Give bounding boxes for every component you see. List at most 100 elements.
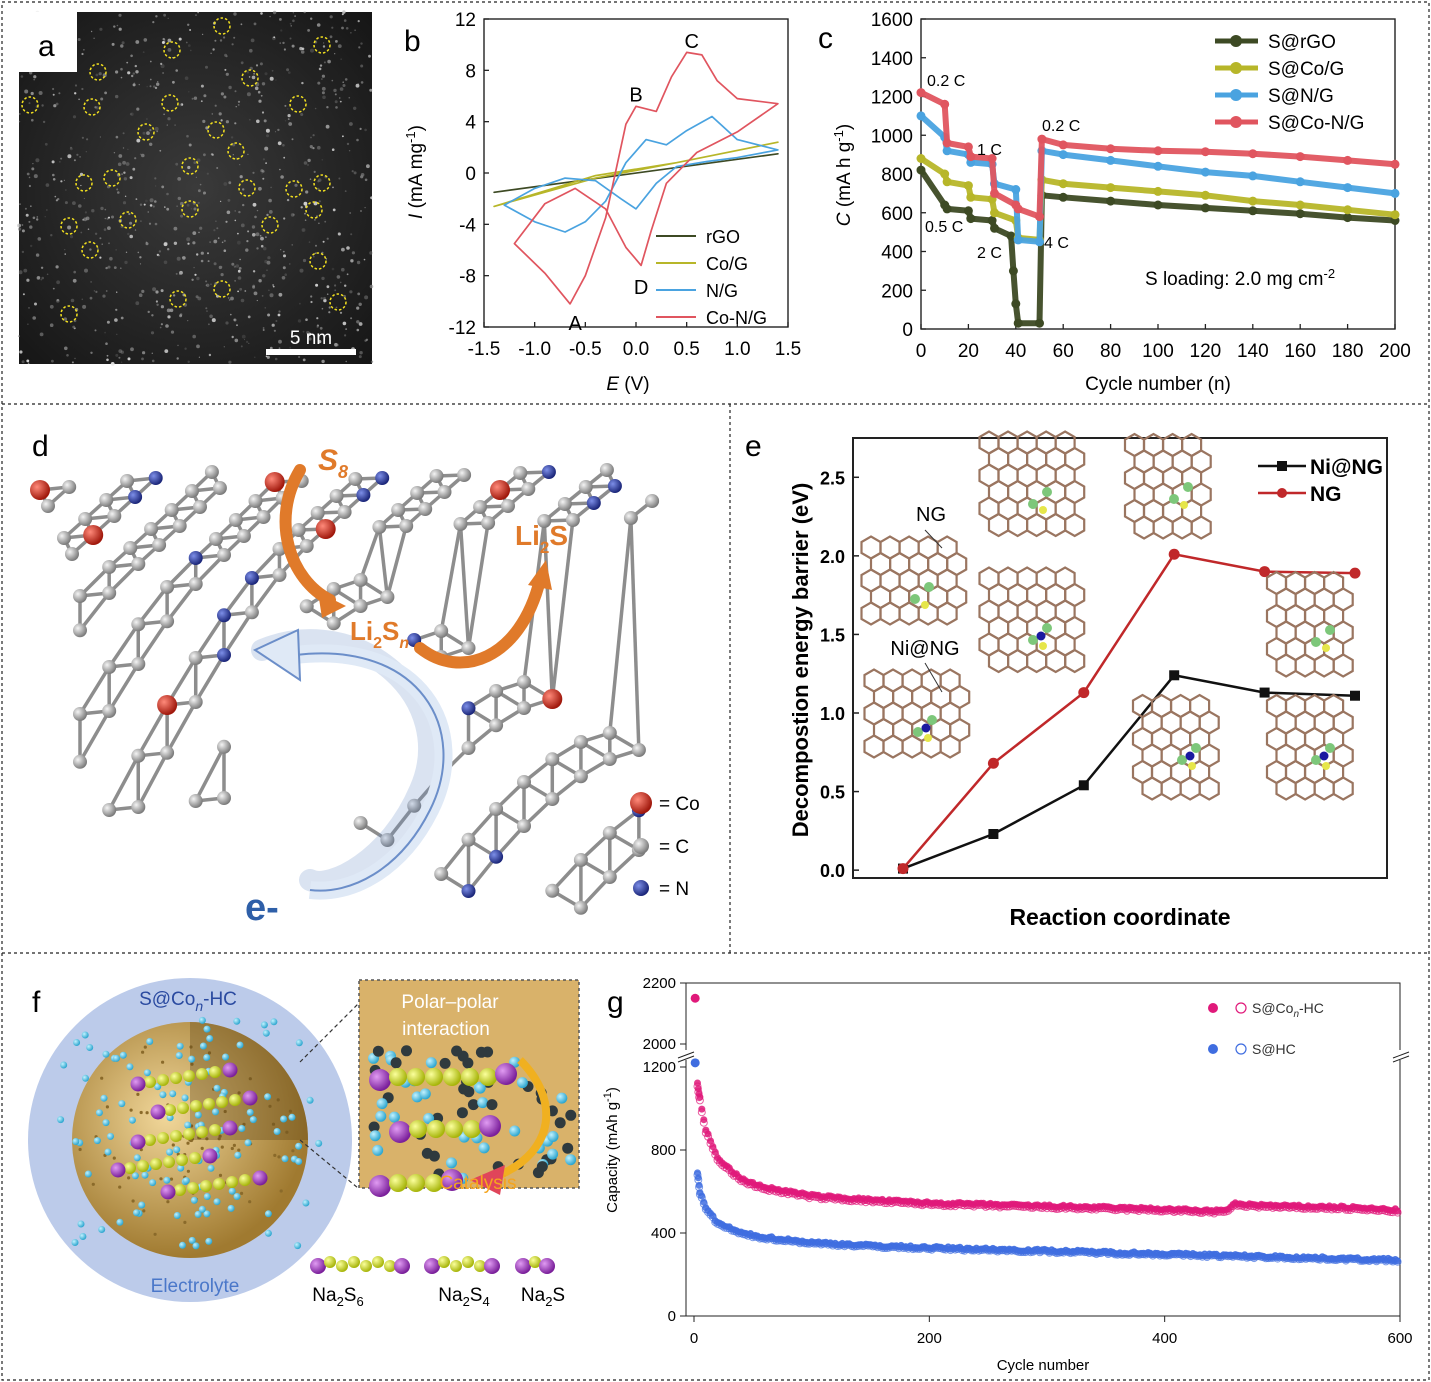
capacity-point: [942, 138, 952, 148]
c-atom: [513, 466, 528, 480]
tem-speckle: [198, 189, 201, 193]
sphere-pore: [189, 1045, 193, 1049]
n-atom: [541, 465, 556, 479]
cv-curve-Co/G: [493, 141, 779, 208]
plot-frame-e: [852, 437, 1388, 879]
tem-speckle: [74, 92, 77, 95]
tem-speckle: [129, 176, 133, 180]
tem-speckle: [357, 83, 359, 85]
tem-speckle: [237, 290, 240, 293]
tem-speckle: [268, 289, 270, 292]
tem-speckle: [50, 234, 53, 237]
cycling-chart: 0 20 40 60 80 100 120 140 160 180 2001600140012001…: [871, 10, 1411, 362]
legend-label: S@Co-N/G: [1268, 113, 1364, 134]
sphere-pore: [186, 1141, 190, 1145]
tem-speckle: [358, 355, 362, 359]
sodium-atom: [252, 1170, 268, 1186]
inset-electrolyte-molecule: [376, 1098, 388, 1110]
tem-speckle: [69, 147, 73, 151]
tem-speckle: [231, 335, 234, 339]
single-atom-marker: [285, 180, 303, 198]
rate-label: 0.2 C: [927, 73, 965, 90]
tem-speckle: [95, 290, 98, 293]
capacity-point-open: [695, 1096, 704, 1105]
na2s-label: Na2S: [521, 1285, 565, 1309]
tem-speckle: [316, 215, 318, 218]
n-atom: [461, 701, 476, 716]
capacity-point: [1200, 203, 1210, 213]
c-atom: [217, 739, 231, 754]
single-atom-marker: [305, 201, 323, 219]
tem-speckle: [173, 241, 178, 245]
single-atom-marker: [21, 96, 39, 114]
tem-speckle: [214, 39, 217, 42]
tem-speckle: [215, 220, 217, 222]
inset-electrolyte-molecule: [368, 1121, 380, 1133]
tem-speckle: [116, 333, 118, 335]
electrolyte-molecule: [82, 1074, 89, 1082]
tem-speckle: [135, 301, 140, 306]
inset-sodium-atom: [369, 1175, 391, 1197]
c-atom: [131, 557, 146, 571]
tem-speckle: [203, 94, 207, 98]
sulfur-chain-atom: [150, 1158, 162, 1170]
tem-speckle: [301, 47, 305, 51]
inset-electrolyte-molecule: [390, 1057, 402, 1069]
tem-speckle: [322, 240, 325, 243]
tem-speckle: [275, 79, 277, 81]
tem-speckle: [284, 120, 287, 122]
legend-label: N/G: [706, 281, 738, 301]
c-atom: [473, 500, 488, 514]
legend-label: rGO: [706, 227, 740, 247]
lattice-structure: [863, 668, 971, 759]
x-tick-label: -0.5: [569, 339, 602, 360]
sulfur-atom-green: [1042, 487, 1052, 497]
legend-label: S@rGO: [1268, 32, 1336, 53]
tem-speckle: [70, 146, 72, 149]
tem-speckle: [117, 191, 120, 194]
sphere-pore: [279, 1189, 283, 1193]
sulfur-atom-green: [1177, 755, 1187, 765]
tem-speckle: [154, 222, 158, 226]
sulfur-atom-yellow: [1188, 762, 1196, 770]
tem-speckle: [158, 254, 160, 257]
capacity-point: [966, 192, 976, 202]
capacity-point: [1106, 144, 1116, 154]
tem-speckle: [93, 290, 96, 292]
tem-speckle: [262, 177, 265, 180]
molecule-legend: [310, 1256, 555, 1274]
capacity-point: [1106, 196, 1116, 206]
tem-speckle: [277, 141, 282, 146]
tem-speckle: [264, 72, 268, 76]
single-atom-marker: [83, 98, 101, 116]
tem-speckle: [260, 94, 263, 97]
tem-speckle: [360, 210, 362, 212]
electrolyte-molecule: [173, 1146, 181, 1154]
x-tick-label: 180: [1332, 341, 1364, 362]
tem-speckle: [178, 37, 182, 41]
tem-speckle: [158, 250, 162, 253]
inset-sulfur-atom: [389, 1174, 407, 1192]
tem-speckle: [269, 15, 271, 18]
tem-speckle: [152, 205, 155, 208]
electrolyte-molecule: [118, 1100, 126, 1108]
tem-speckle: [120, 67, 123, 71]
inset-electrolyte-molecule: [478, 1142, 490, 1154]
tem-speckle: [266, 260, 271, 265]
tem-speckle: [318, 67, 322, 71]
electrolyte-molecule: [213, 1198, 221, 1206]
tem-speckle: [251, 225, 256, 229]
electrolyte-molecule: [194, 1111, 202, 1119]
tem-speckle: [358, 302, 362, 306]
tem-speckle: [192, 334, 196, 339]
inset-electrolyte-molecule: [451, 1045, 463, 1057]
c-atom: [434, 867, 449, 881]
tem-speckle: [335, 40, 338, 43]
hexagon: [1026, 512, 1048, 538]
tem-speckle: [280, 175, 284, 179]
tem-speckle: [72, 201, 76, 206]
tem-speckle: [261, 295, 264, 297]
tem-speckle: [120, 76, 123, 79]
c-c-bond: [194, 654, 226, 703]
